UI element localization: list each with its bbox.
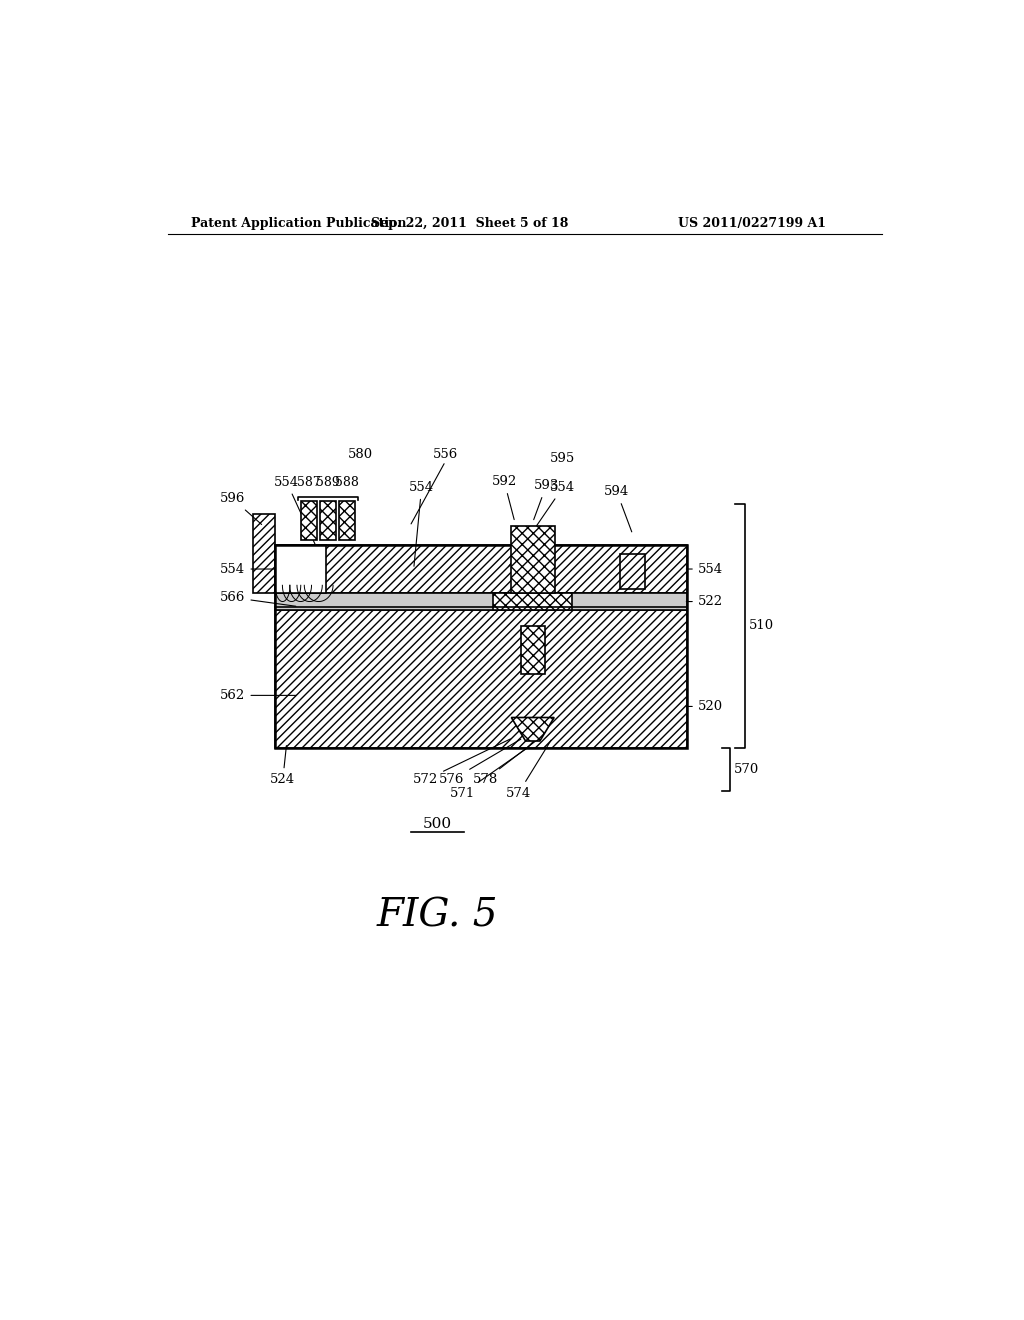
Text: 554: 554 [409, 480, 434, 566]
Text: US 2011/0227199 A1: US 2011/0227199 A1 [678, 216, 826, 230]
Text: 566: 566 [220, 591, 296, 606]
Text: 593: 593 [534, 479, 559, 520]
Text: Patent Application Publication: Patent Application Publication [191, 216, 407, 230]
Text: 554: 554 [274, 475, 326, 566]
Text: 554: 554 [220, 562, 276, 576]
Text: FIG. 5: FIG. 5 [377, 898, 499, 935]
Text: 578: 578 [472, 739, 538, 787]
Bar [274, 594, 687, 610]
Text: 562: 562 [220, 689, 296, 702]
Bar [494, 594, 572, 610]
Polygon shape [511, 718, 554, 741]
Text: 572: 572 [413, 739, 510, 787]
Text: 576: 576 [439, 739, 521, 787]
Bar [274, 545, 687, 748]
Text: 587: 587 [297, 475, 321, 488]
Text: Sep. 22, 2011  Sheet 5 of 18: Sep. 22, 2011 Sheet 5 of 18 [371, 216, 568, 230]
Text: 588: 588 [335, 475, 359, 488]
Text: 589: 589 [316, 475, 340, 488]
Bar [274, 610, 687, 748]
Bar [339, 500, 355, 540]
Text: 594: 594 [604, 486, 632, 532]
Text: 554: 554 [686, 562, 723, 576]
Bar [274, 545, 687, 594]
Text: 556: 556 [433, 449, 458, 461]
Text: 592: 592 [492, 475, 517, 520]
Bar [301, 500, 316, 540]
Text: 522: 522 [686, 595, 723, 609]
Text: 571: 571 [451, 747, 528, 800]
Text: 595: 595 [550, 453, 575, 466]
Text: 520: 520 [686, 700, 723, 713]
Text: 596: 596 [220, 492, 261, 524]
Text: 500: 500 [423, 817, 452, 832]
Text: 524: 524 [270, 746, 295, 787]
Bar [511, 527, 555, 594]
Text: 554: 554 [509, 480, 575, 566]
Bar [253, 515, 274, 594]
Bar [321, 500, 336, 540]
Text: 574: 574 [506, 741, 551, 800]
Bar [521, 626, 545, 675]
Bar [620, 554, 645, 589]
Text: 570: 570 [733, 763, 759, 776]
Text: 580: 580 [348, 449, 373, 461]
Text: 510: 510 [749, 619, 774, 632]
Bar [274, 545, 327, 594]
